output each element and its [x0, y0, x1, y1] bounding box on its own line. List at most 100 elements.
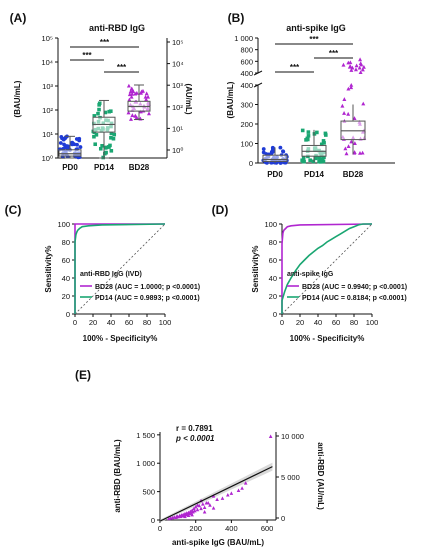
data-point-b-BD28 — [349, 85, 354, 90]
y-axis-label-a: (BAU/mL) — [13, 80, 22, 117]
y-tick-label-e: 1 500 — [136, 431, 155, 440]
data-point-e — [211, 506, 216, 510]
significance-label-a: *** — [82, 51, 92, 60]
regression-line-e — [159, 466, 273, 522]
y2-tick-label-a: 10³ — [172, 81, 183, 90]
data-point-e — [206, 500, 210, 505]
significance-label-a: *** — [117, 63, 127, 72]
data-point-e — [177, 513, 182, 518]
legend-title-c: anti-RBD IgG (IVD) — [80, 271, 142, 278]
data-point-b-PD14 — [322, 155, 326, 160]
data-point-a-BD28 — [127, 97, 132, 102]
data-point-a-PD14 — [103, 110, 108, 115]
data-point-b-PD14 — [320, 157, 325, 161]
data-point-b-BD28 — [346, 111, 351, 116]
legend-title-d: anti-spike IgG — [287, 271, 334, 278]
data-point-b-PD14 — [311, 159, 316, 164]
y-tick-label-e: 1 000 — [136, 459, 155, 468]
data-point-a-PD14 — [92, 134, 96, 139]
data-point-a-PD14 — [109, 136, 113, 140]
panel-label-a: (A) — [10, 11, 27, 25]
y-tick-label-upper-b: 600 — [240, 57, 253, 66]
data-point-b-PD14 — [306, 134, 311, 138]
data-point-e — [202, 505, 207, 510]
data-point-b-BD28 — [352, 116, 357, 120]
x-tick-label-c: 0 — [73, 318, 77, 327]
y-tick-label-lower-b: 300 — [240, 101, 253, 110]
data-point-a-BD28 — [144, 91, 149, 96]
reference-line-c — [74, 223, 166, 315]
data-point-a-PD14 — [92, 114, 97, 118]
data-point-a-PD14 — [98, 146, 103, 151]
y-axis-label-e: anti-RBD (BAU/mL) — [113, 439, 122, 513]
x-tick-label-e: 200 — [189, 524, 202, 533]
panel-label-c: (C) — [5, 203, 22, 217]
data-point-b-BD28 — [349, 82, 354, 87]
data-point-b-BD28 — [348, 60, 353, 65]
x-tick-label-a: PD0 — [62, 163, 78, 172]
y-tick-label-a: 10⁴ — [41, 58, 53, 67]
data-point-b-PD14 — [321, 139, 326, 143]
data-point-b-BD28 — [361, 64, 366, 69]
y2-axis-label-e: anti-RBD (AU/mL) — [316, 442, 325, 510]
data-point-e — [201, 502, 205, 506]
data-point-b-BD28 — [343, 146, 348, 151]
data-point-b-PD14 — [301, 156, 306, 160]
data-point-a-PD14 — [107, 109, 111, 114]
data-point-b-BD28 — [357, 151, 362, 155]
x-tick-label-b: PD14 — [304, 170, 325, 179]
correlation-p-label: p < 0.0001 — [175, 434, 215, 443]
data-point-a-BD28 — [130, 91, 135, 96]
data-point-a-BD28 — [139, 89, 144, 94]
data-point-b-BD28 — [344, 151, 349, 156]
data-point-e — [211, 494, 216, 498]
y-tick-label-upper-b: 1 000 — [234, 34, 253, 43]
data-point-a-PD0 — [59, 134, 64, 139]
reference-line-d — [281, 223, 373, 315]
data-point-a-PD14 — [108, 143, 112, 148]
x-tick-label-d: 40 — [314, 318, 322, 327]
y-tick-label-c: 60 — [62, 256, 70, 265]
data-point-e — [229, 491, 234, 495]
y-tick-label-lower-b: 400 — [240, 81, 253, 90]
data-point-a-BD28 — [126, 110, 131, 115]
data-point-b-PD14 — [300, 128, 305, 133]
y2-tick-label-a: 10⁴ — [172, 60, 184, 69]
y-tick-label-a: 10² — [42, 106, 53, 115]
x-tick-label-e: 0 — [158, 524, 162, 533]
data-point-b-BD28 — [346, 144, 351, 149]
panel-label-d: (D) — [212, 203, 229, 217]
roc-curve-d-0 — [281, 223, 373, 314]
data-point-b-PD14 — [318, 157, 323, 162]
data-point-e — [236, 488, 241, 492]
data-point-e — [183, 514, 187, 519]
data-point-b-BD28 — [348, 64, 353, 69]
data-point-e — [193, 504, 198, 509]
y-tick-label-a: 10³ — [42, 82, 53, 91]
y2-tick-label-a: 10⁵ — [172, 38, 183, 47]
significance-label-b: *** — [290, 63, 300, 72]
data-point-a-BD28 — [134, 115, 139, 120]
data-point-e — [243, 481, 248, 485]
data-point-a-PD0 — [61, 137, 66, 142]
data-point-a-BD28 — [129, 94, 134, 99]
y-tick-label-c: 0 — [66, 310, 70, 319]
data-point-a-PD14 — [109, 131, 114, 136]
data-point-b-BD28 — [341, 62, 346, 67]
data-point-e — [167, 516, 171, 521]
data-point-b-BD28 — [357, 65, 362, 70]
data-point-b-BD28 — [342, 97, 347, 101]
data-point-b-PD14 — [313, 156, 318, 161]
data-point-a-PD14 — [111, 136, 116, 141]
y-tick-label-upper-b: 800 — [240, 46, 253, 55]
x-tick-label-e: 400 — [225, 524, 238, 533]
x-tick-label-e: 600 — [261, 524, 274, 533]
data-point-a-PD14 — [97, 101, 102, 106]
box-b-PD0 — [262, 154, 288, 162]
y-tick-label-d: 0 — [273, 310, 277, 319]
data-point-b-PD14 — [306, 130, 311, 134]
y-tick-label-d: 100 — [264, 220, 277, 229]
y2-tick-label-e: 0 — [281, 514, 285, 523]
data-point-b-PD14 — [301, 159, 305, 164]
y-axis-label-c: Sensitivity% — [44, 245, 53, 292]
